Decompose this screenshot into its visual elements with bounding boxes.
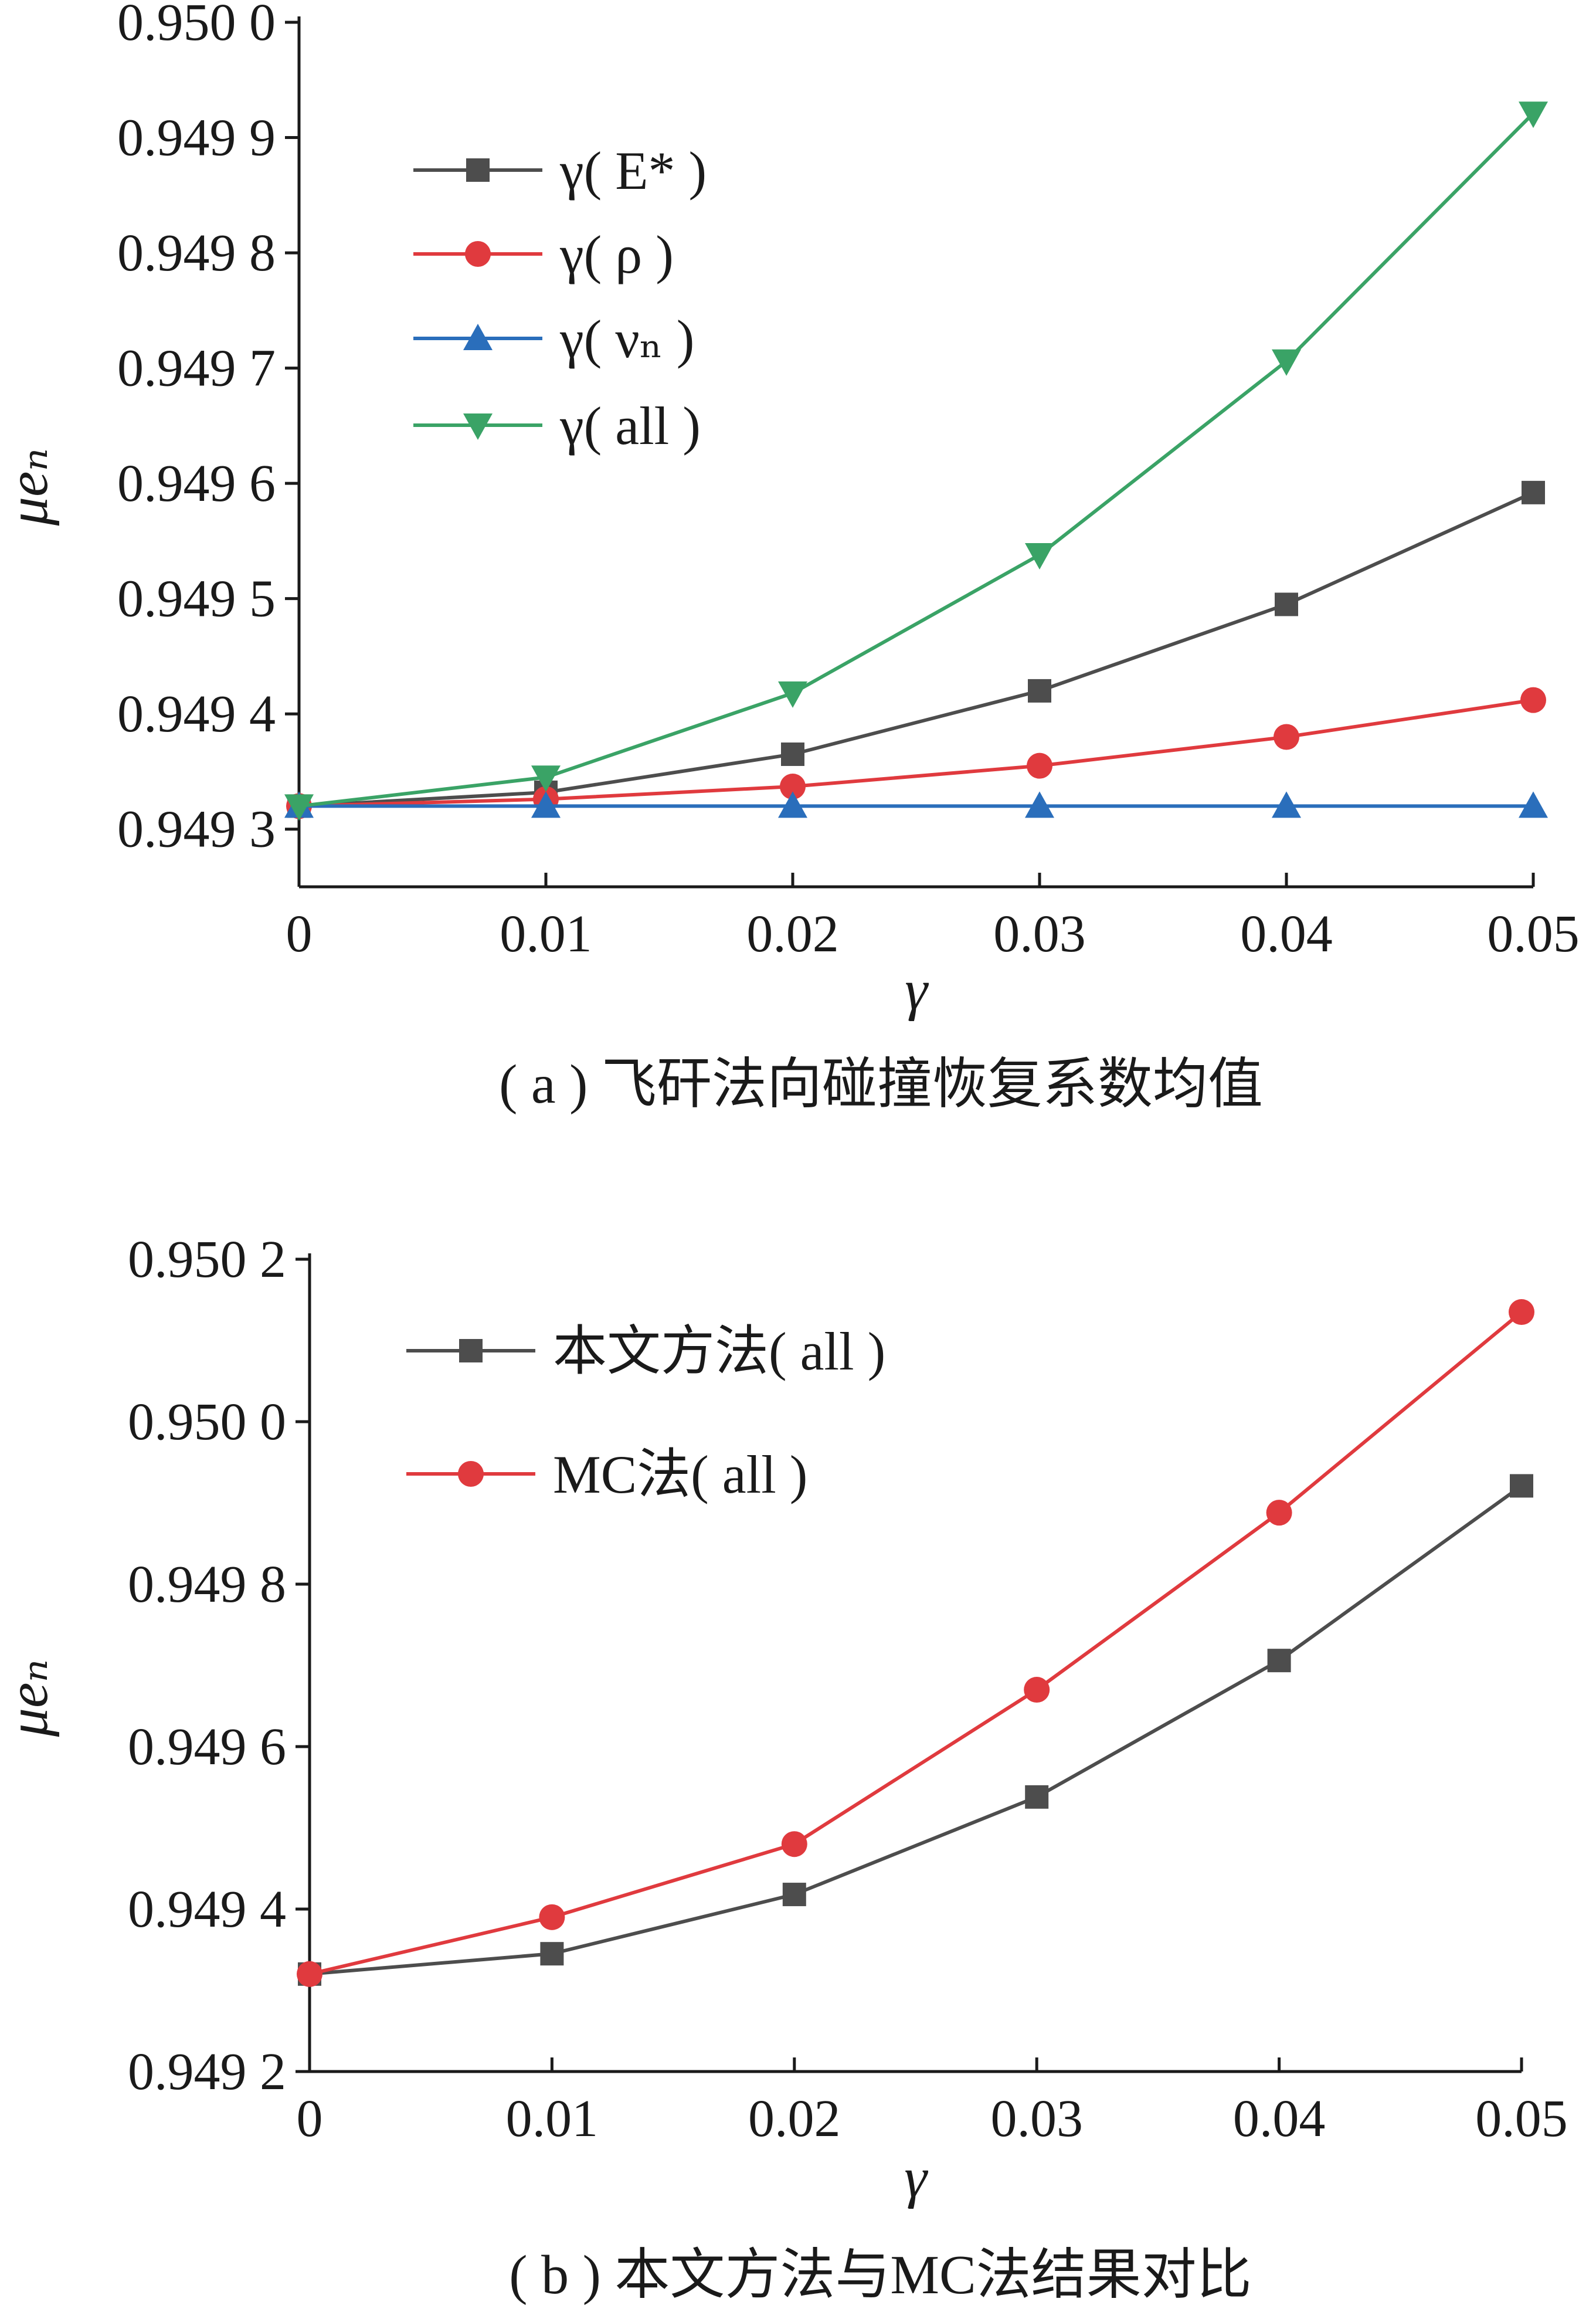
- data-point: [782, 1883, 806, 1907]
- legend-marker: [466, 158, 490, 182]
- data-point: [1275, 592, 1298, 616]
- data-point: [778, 681, 807, 708]
- x-tick-label: 0: [286, 905, 313, 963]
- series-line: [298, 491, 1534, 808]
- data-point: [1025, 791, 1054, 818]
- legend-item: γ( E* ): [413, 141, 707, 201]
- data-point: [1025, 1785, 1049, 1809]
- legend: γ( E* ) γ( ρ ) γ( νₙ ) γ( all ): [413, 141, 707, 456]
- series-2: [297, 1299, 1534, 1987]
- data-point: [1519, 791, 1548, 818]
- data-point: [297, 1961, 322, 1987]
- legend-item: γ( νₙ ): [413, 309, 694, 369]
- data-point: [1519, 101, 1548, 128]
- y-tick-label: 0.949 5: [117, 570, 276, 628]
- y-tick-label: 0.950 0: [128, 1393, 286, 1451]
- data-point: [539, 1904, 565, 1930]
- x-tick-label: 0.05: [1475, 2090, 1568, 2148]
- x-tick-label: 0.02: [746, 905, 839, 963]
- data-point: [1267, 1649, 1291, 1673]
- legend-item: γ( all ): [413, 396, 701, 456]
- legend-marker: [465, 241, 491, 267]
- y-tick-label: 0.950 0: [117, 0, 276, 52]
- y-tick-label: 0.949 4: [128, 1880, 286, 1938]
- x-tick-label: 0.04: [1240, 905, 1333, 963]
- data-point: [1522, 480, 1545, 504]
- series-2: [286, 687, 1546, 819]
- series-3: [284, 791, 1548, 818]
- data-point: [780, 774, 806, 800]
- legend-label: MC法( all ): [553, 1445, 807, 1504]
- x-axis-title: γ: [904, 2146, 928, 2209]
- x-tick-label: 0.03: [993, 905, 1086, 963]
- series-line: [309, 1484, 1523, 1976]
- y-tick-label: 0.949 8: [128, 1555, 286, 1613]
- legend-item: 本文方法( all ): [406, 1321, 885, 1381]
- data-point: [1509, 1299, 1534, 1325]
- y-tick-label: 0.949 4: [117, 685, 276, 743]
- y-tick-label: 0.949 2: [128, 2043, 286, 2101]
- x-tick-label: 0.03: [990, 2090, 1083, 2148]
- panel-caption: ( a ) 飞矸法向碰撞恢复系数均值: [499, 1054, 1263, 1115]
- y-tick-label: 0.949 8: [117, 224, 276, 282]
- y-axis-title: μeₙ: [0, 448, 60, 526]
- panel-caption: ( b ) 本文方法与MC法结果对比: [509, 2245, 1251, 2306]
- y-tick-label: 0.949 6: [117, 455, 276, 513]
- x-tick-label: 0.02: [748, 2090, 841, 2148]
- data-point: [1028, 679, 1051, 703]
- series-4: [284, 101, 1548, 821]
- data-point: [781, 742, 804, 766]
- legend-label: γ( E* ): [559, 141, 707, 201]
- series-1: [287, 480, 1545, 818]
- data-point: [284, 794, 314, 821]
- data-point: [1274, 724, 1299, 750]
- series-line: [298, 112, 1535, 808]
- data-point: [1024, 1677, 1050, 1703]
- legend-marker: [463, 324, 493, 350]
- data-point: [1510, 1474, 1533, 1498]
- x-tick-label: 0.04: [1233, 2090, 1326, 2148]
- panel-b: 0.949 2 0.949 4 0.949 6 0.949 8 0.950 0 0.950…: [0, 1230, 1568, 2306]
- y-tick-label: 0.950 2: [128, 1230, 286, 1289]
- legend-label: γ( all ): [559, 396, 701, 456]
- y-axis-title: μeₙ: [0, 1659, 60, 1737]
- y-tick-label: 0.949 7: [117, 340, 276, 398]
- legend-item: γ( ρ ): [413, 225, 674, 284]
- data-point: [1272, 349, 1301, 376]
- legend-marker: [463, 413, 493, 440]
- data-point: [1266, 1500, 1292, 1526]
- y-tick-label: 0.949 3: [117, 801, 276, 859]
- legend-marker: [458, 1461, 484, 1487]
- legend-label: γ( ρ ): [559, 225, 674, 284]
- series-1: [298, 1474, 1533, 1986]
- panel-a: 0.949 3 0.949 4 0.949 5 0.949 6 0.949 7 0.949…: [0, 0, 1580, 1115]
- x-tick-label: 0: [297, 2090, 323, 2148]
- legend-item: MC法( all ): [406, 1445, 807, 1504]
- y-tick-label: 0.949 9: [117, 109, 276, 167]
- x-tick-label: 0.05: [1487, 905, 1580, 963]
- data-point: [1027, 752, 1052, 779]
- data-point: [540, 1942, 564, 1966]
- data-point: [531, 791, 561, 818]
- data-point: [531, 765, 561, 792]
- x-axis-title: γ: [905, 958, 929, 1022]
- data-point: [1520, 687, 1546, 713]
- legend-label: 本文方法( all ): [553, 1321, 885, 1381]
- series-line: [298, 698, 1534, 808]
- legend-label: γ( νₙ ): [559, 309, 694, 369]
- legend-marker: [459, 1339, 483, 1362]
- y-tick-label: 0.949 6: [128, 1718, 286, 1776]
- x-tick-label: 0.01: [506, 2090, 599, 2148]
- data-point: [1025, 543, 1054, 569]
- data-point: [778, 791, 807, 818]
- data-point: [781, 1831, 807, 1857]
- legend: 本文方法( all ) MC法( all ): [406, 1321, 885, 1504]
- series-line: [309, 1310, 1523, 1976]
- data-point: [1272, 791, 1301, 818]
- x-tick-label: 0.01: [500, 905, 592, 963]
